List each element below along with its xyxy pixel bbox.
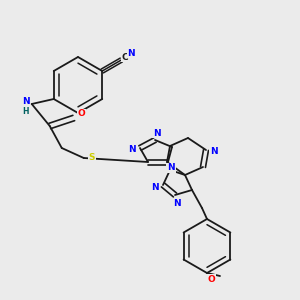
Text: N: N [210,148,218,157]
Text: O: O [207,274,215,284]
Text: S: S [88,154,95,163]
Text: N: N [167,164,175,172]
Text: O: O [78,110,85,118]
Text: N: N [22,98,30,106]
Text: N: N [128,146,136,154]
Text: N: N [151,184,159,193]
Text: H: H [22,107,29,116]
Text: C: C [122,52,129,62]
Text: N: N [153,128,161,137]
Text: N: N [173,199,181,208]
Text: N: N [128,49,135,58]
